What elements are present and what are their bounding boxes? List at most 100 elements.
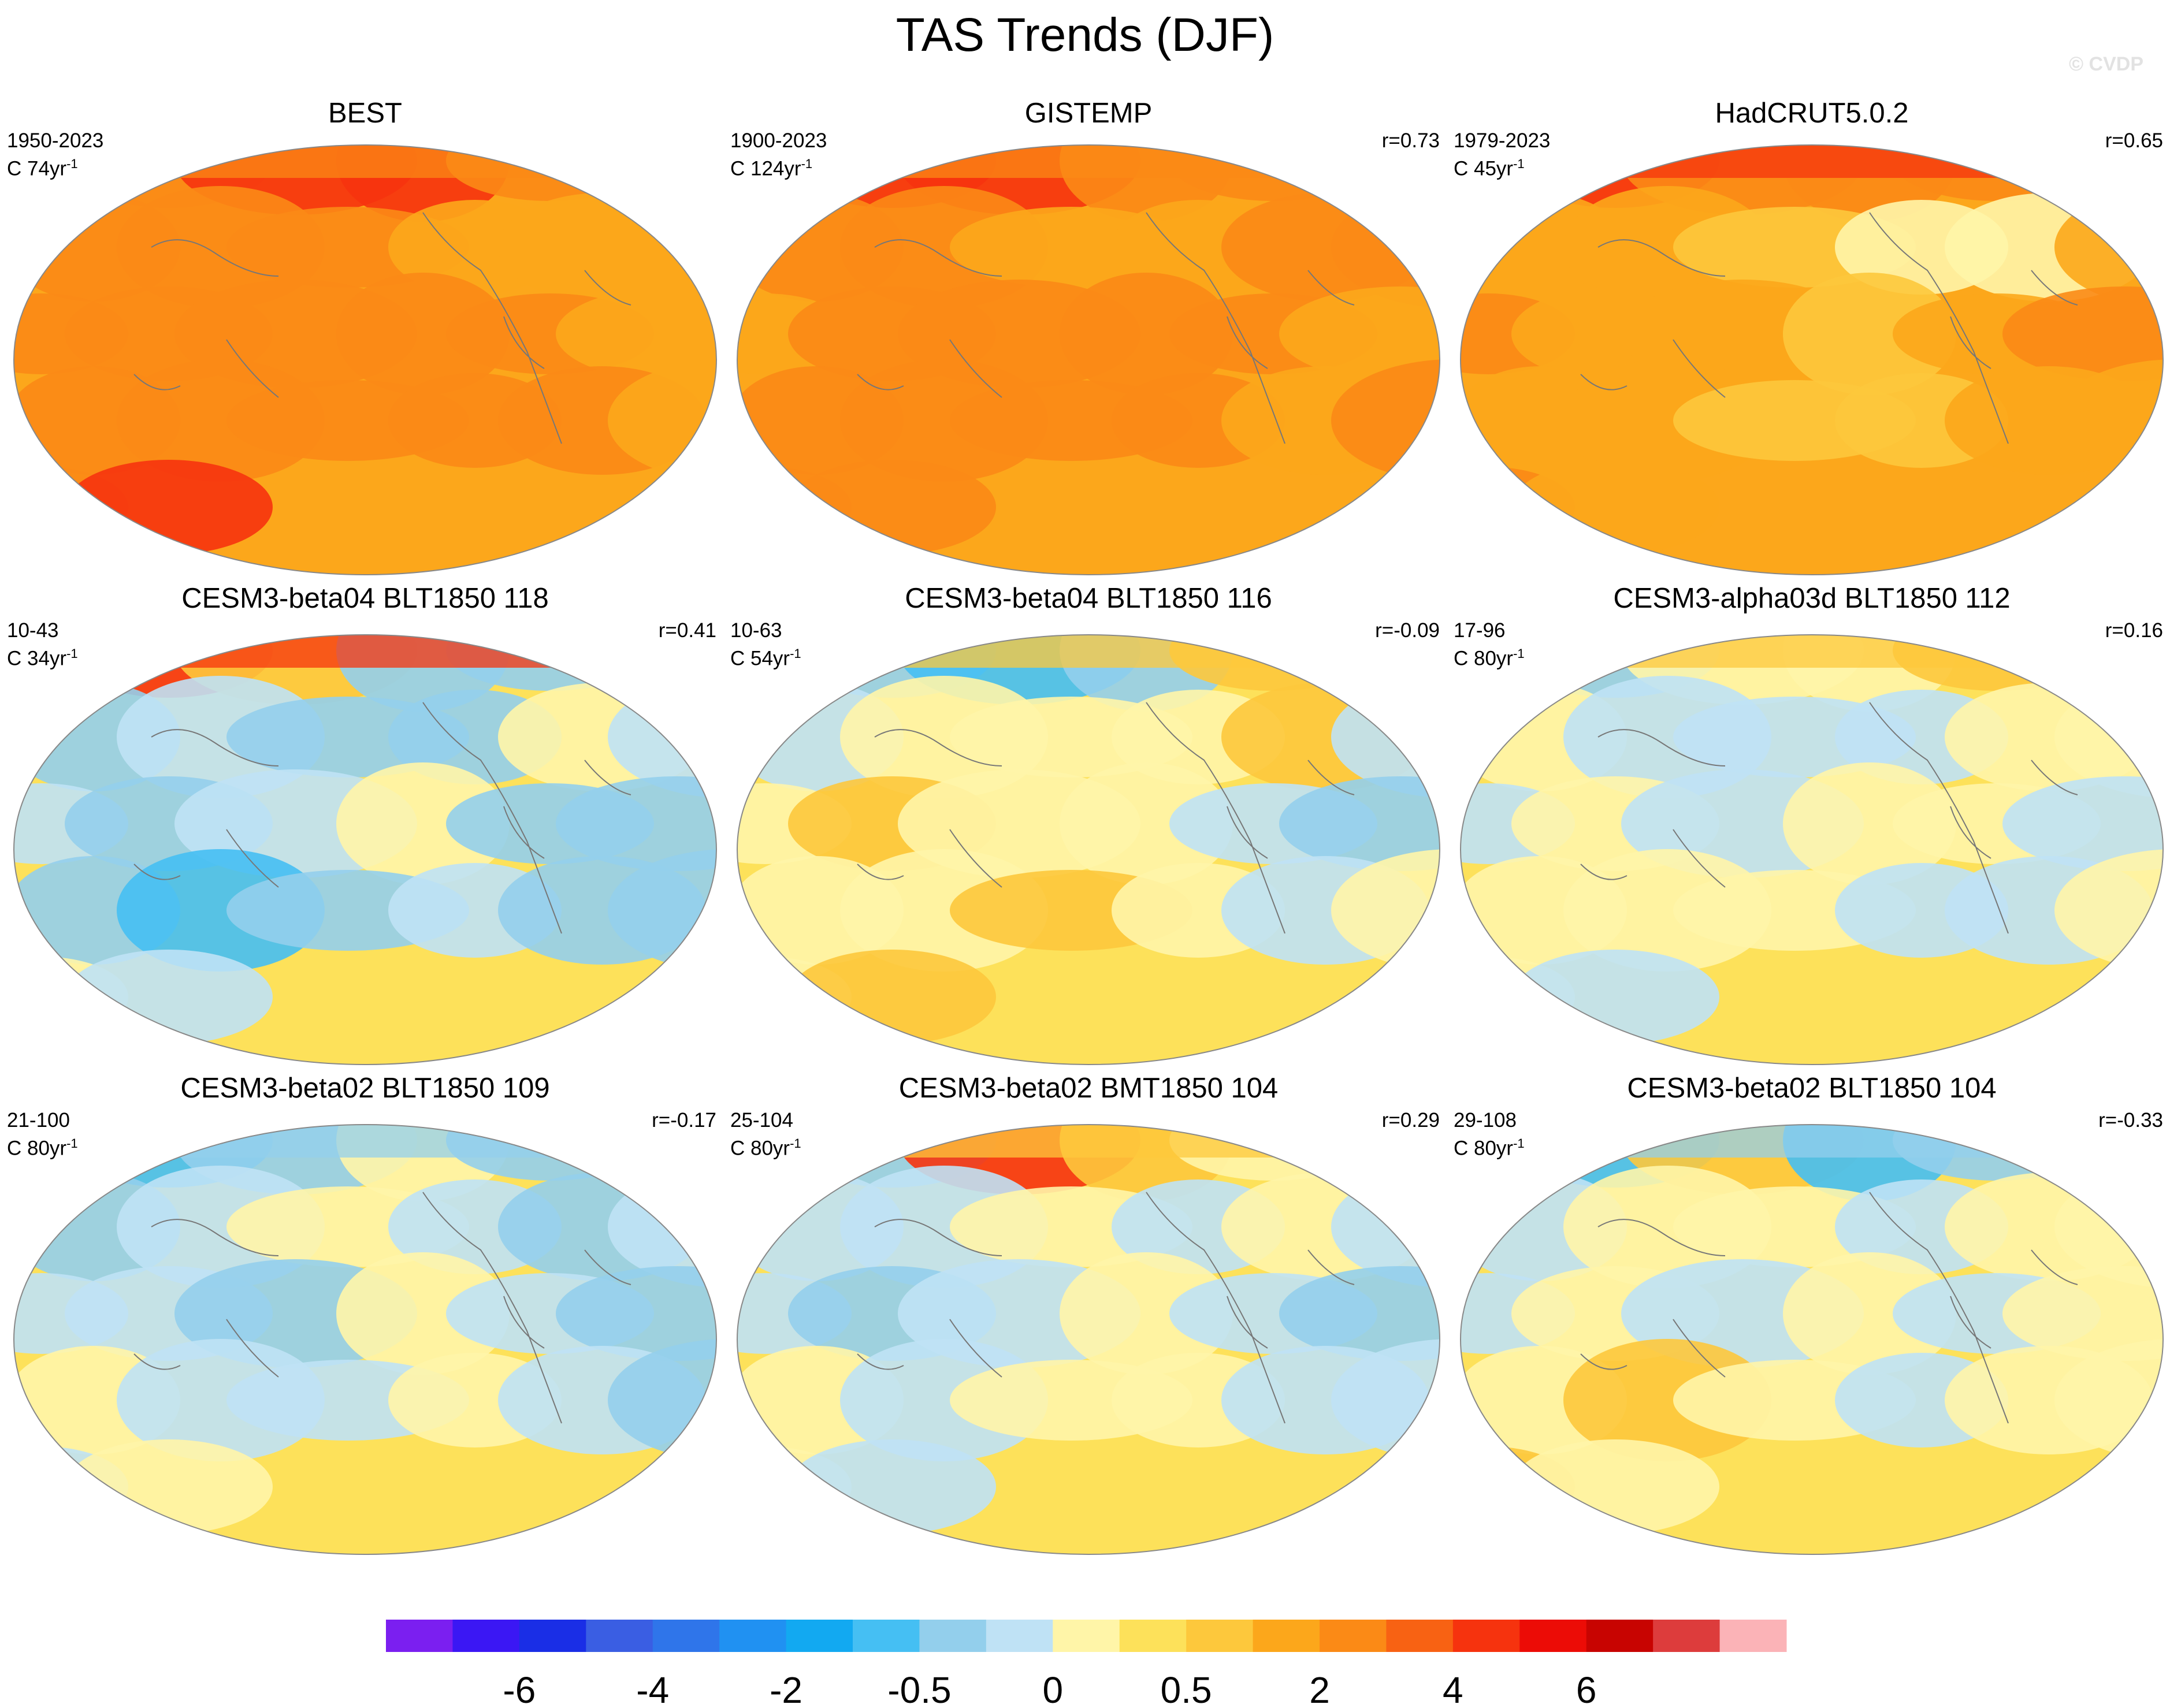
- period-text: 1900-2023: [730, 129, 827, 152]
- sample-count: C 80yr-1: [1454, 646, 1525, 670]
- map-outline: [13, 1124, 717, 1555]
- trend-region: [336, 1252, 510, 1375]
- period-text: 25-104: [730, 1109, 793, 1132]
- correlation-value: r=0.73: [1381, 129, 1440, 152]
- panel-title: CESM3-beta02 BLT1850 109: [180, 1073, 550, 1104]
- map-panel: CESM3-beta04 BLT1850 118 10-43 C 34yr-1 r=0…: [7, 583, 723, 1066]
- panel-title: GISTEMP: [1024, 98, 1153, 129]
- coastline: [1580, 212, 2078, 444]
- sample-count: C 74yr-1: [7, 157, 78, 180]
- colorbar-tick-label: 0: [1042, 1669, 1063, 1708]
- colorbar-tick-label: -2: [770, 1669, 802, 1708]
- map-panel: CESM3-beta02 BLT1850 109 21-100 C 80yr-1 r=…: [7, 1073, 723, 1556]
- trend-region: [1331, 849, 1440, 972]
- colorbar-tick-label: 4: [1443, 1669, 1463, 1708]
- coastline: [857, 1192, 1355, 1424]
- panel-title: CESM3-alpha03d BLT1850 112: [1613, 583, 2011, 614]
- map-outline: [737, 144, 1440, 575]
- correlation-value: r=0.29: [1381, 1109, 1440, 1132]
- colorbar-tick-label: 0.5: [1161, 1669, 1212, 1708]
- trend-region: [608, 359, 716, 482]
- trend-region: [2002, 1266, 2163, 1361]
- colorbar-tick-label: -0.5: [887, 1669, 951, 1708]
- trend-region: [2002, 286, 2163, 381]
- trend-region: [1060, 273, 1233, 395]
- panel-period: 1950-2023 C 74yr-1: [7, 129, 103, 181]
- map-plot: [1460, 1124, 2164, 1555]
- map-plot: [13, 144, 717, 575]
- trend-region: [2054, 1339, 2163, 1461]
- map-plot: [1460, 634, 2164, 1065]
- panel-period: 10-43 C 34yr-1: [7, 619, 78, 671]
- colorbar-tick-label: -4: [636, 1669, 669, 1708]
- map-outline: [737, 1124, 1440, 1555]
- map-outline: [737, 634, 1440, 1065]
- map-plot: [13, 634, 717, 1065]
- trend-region: [1783, 273, 1956, 395]
- map-panel: GISTEMP 1900-2023 C 124yr-1 r=0.73: [730, 97, 1447, 576]
- sample-count: C 34yr-1: [7, 646, 78, 670]
- trend-region: [556, 776, 716, 871]
- period-text: 10-43: [7, 619, 59, 642]
- coastline: [857, 212, 1355, 444]
- colorbar-segment: [1119, 1620, 1187, 1652]
- trend-region: [1279, 776, 1440, 871]
- trend-region: [2002, 776, 2163, 871]
- colorbar-segment: [986, 1620, 1053, 1652]
- period-text: 10-63: [730, 619, 782, 642]
- map-panel: HadCRUT5.0.2 1979-2023 C 45yr-1 r=0.65: [1454, 97, 2170, 576]
- trend-region: [336, 273, 510, 395]
- correlation-value: r=0.16: [2105, 619, 2163, 642]
- coastline: [133, 212, 631, 444]
- trend-region: [2054, 849, 2163, 972]
- colorbar-segment: [719, 1620, 787, 1652]
- colorbar-segment: [1386, 1620, 1454, 1652]
- panel-period: 17-96 C 80yr-1: [1454, 619, 1525, 671]
- figure-title: TAS Trends (DJF): [896, 9, 1274, 61]
- colorbar-segment: [786, 1620, 853, 1652]
- colorbar-segment: [1253, 1620, 1320, 1652]
- colorbar-segment: [652, 1620, 720, 1652]
- colorbar-tick-label: 6: [1576, 1669, 1597, 1708]
- map-plot: [13, 1124, 717, 1555]
- panel-title: HadCRUT5.0.2: [1715, 98, 1909, 129]
- correlation-value: r=-0.33: [2098, 1109, 2163, 1132]
- colorbar-segment: [1519, 1620, 1587, 1652]
- trend-region: [1060, 762, 1233, 885]
- map-outline: [1460, 144, 2164, 575]
- correlation-value: r=0.65: [2105, 129, 2163, 152]
- sample-count: C 54yr-1: [730, 646, 801, 670]
- map-plot: [1460, 144, 2164, 575]
- sample-count: C 80yr-1: [730, 1136, 801, 1160]
- period-text: 21-100: [7, 1109, 70, 1132]
- map-panel: CESM3-alpha03d BLT1850 112 17-96 C 80yr-1 r…: [1454, 583, 2170, 1066]
- trend-region: [1783, 1252, 1956, 1375]
- coastline: [133, 702, 631, 934]
- period-text: 29-108: [1454, 1109, 1517, 1132]
- map-panel: CESM3-beta02 BLT1850 104 29-108 C 80yr-1 r=…: [1454, 1073, 2170, 1556]
- trend-region: [1783, 762, 1956, 885]
- colorbar-segment: [919, 1620, 987, 1652]
- sample-count: C 45yr-1: [1454, 157, 1525, 180]
- map-outline: [13, 144, 717, 575]
- trend-region: [336, 762, 510, 885]
- trend-region: [556, 286, 716, 381]
- colorbar-segment: [386, 1620, 453, 1652]
- trend-region: [556, 1266, 716, 1361]
- colorbar-tick-label: -6: [503, 1669, 536, 1708]
- colorbar-segment: [1586, 1620, 1653, 1652]
- colorbar-segment: [1320, 1620, 1387, 1652]
- colorbar-tick-label: 2: [1309, 1669, 1330, 1708]
- trend-region: [2054, 359, 2163, 482]
- trend-region: [1279, 286, 1440, 381]
- map-plot: [737, 1124, 1440, 1555]
- colorbar-segment: [586, 1620, 653, 1652]
- coastline: [1580, 702, 2078, 934]
- colorbar-segment: [1186, 1620, 1254, 1652]
- map-plot: [737, 144, 1440, 575]
- sample-count: C 80yr-1: [7, 1136, 78, 1160]
- panel-title: CESM3-beta04 BLT1850 116: [905, 583, 1272, 614]
- correlation-value: r=0.41: [658, 619, 716, 642]
- watermark: © CVDP: [2069, 53, 2143, 75]
